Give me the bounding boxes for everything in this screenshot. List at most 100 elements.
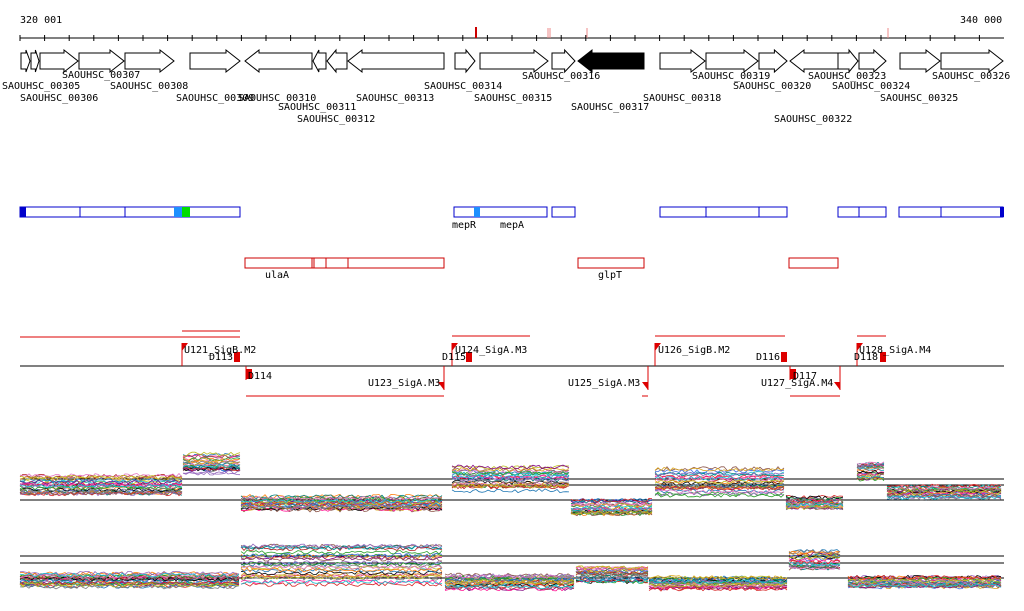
ruler-ticks [19,35,980,41]
expression-trace [570,509,653,515]
expression-trace [788,561,841,567]
gene-label[interactable]: SAOUHSC_00319 [692,71,770,82]
promoter-label[interactable]: D114 [248,371,272,382]
expression-trace [444,579,575,585]
promoter-label[interactable]: D113 [209,352,233,363]
expression-trace [451,477,570,483]
gene-label[interactable]: SAOUHSC_00310 [238,93,316,104]
promoter-label[interactable]: U127_SigA.M4 [761,378,833,389]
gene-arrow [312,49,327,73]
expression-profiles-forward [19,451,1002,517]
gene-arrow [758,48,788,74]
expression-track-forward [19,451,1004,517]
promoter-label[interactable]: D117 [793,371,817,382]
promoter-label[interactable]: D116 [756,352,780,363]
gene-label[interactable]: SAOUHSC_00317 [571,102,649,113]
promoter-flag [834,382,840,390]
gene-label[interactable]: SAOUHSC_00315 [474,93,552,104]
expression-trace [182,463,241,468]
ruler-end-label: 340 000 [960,15,1002,26]
gene-arrow [347,48,445,74]
gene-label[interactable]: SAOUHSC_00308 [110,81,188,92]
expression-trace [788,565,841,571]
operon-highlight [174,207,182,217]
expression-trace [785,502,844,508]
expression-trace [886,483,1002,489]
expression-trace [240,504,443,510]
expression-trace [648,578,788,584]
promoter-label[interactable]: U123_SigA.M3 [368,378,440,389]
gene-label[interactable]: SAOUHSC_00313 [356,93,434,104]
expression-trace [451,474,570,480]
promoter-flag [655,343,661,351]
promoter-label[interactable]: D115 [442,352,466,363]
gene-arrow [940,48,1004,74]
expression-trace [847,578,1002,584]
expression-trace [654,475,785,480]
expression-trace [570,506,652,512]
operon-label-mepR: mepR [452,220,477,231]
gene-label[interactable]: SAOUHSC_00312 [297,114,375,125]
promoter-label[interactable]: U126_SigB.M2 [658,345,730,356]
expression-trace [19,572,240,578]
expression-trace [444,576,575,582]
expression-trace [856,463,884,468]
promoter-flag [182,343,188,351]
expression-trace [19,475,183,480]
gene-label[interactable]: SAOUHSC_00322 [774,114,852,125]
expression-trace [451,475,570,481]
expression-trace [444,584,575,589]
expression-trace [240,579,443,585]
expression-trace [182,459,241,465]
gene-arrow [789,48,839,74]
gene-label[interactable]: SAOUHSC_00320 [733,81,811,92]
promoter-box [234,352,240,362]
expression-trace [856,471,885,476]
expression-trace [575,571,649,576]
gene-label[interactable]: SAOUHSC_00316 [522,71,600,82]
gene-label[interactable]: SAOUHSC_00326 [932,71,1010,82]
expression-trace [788,557,841,563]
promoter-label[interactable]: U128_SigA.M4 [859,345,931,356]
expression-trace [575,565,649,570]
expression-trace [182,470,241,476]
gene-arrow [479,48,549,74]
expression-trace [575,567,649,573]
promoter-box [880,352,886,362]
promoter-label[interactable]: U125_SigA.M3 [568,378,640,389]
operon-forward-track [19,206,1004,218]
gene-label[interactable]: SAOUHSC_00305 [2,81,80,92]
expression-trace [240,553,443,559]
expression-trace [240,495,443,501]
expression-trace [444,572,574,578]
promoter-label[interactable]: U121_SigB.M2 [184,345,256,356]
expression-trace [182,454,241,459]
gene-arrow [577,48,645,74]
gene-label[interactable]: SAOUHSC_00307 [62,70,140,81]
gene-label[interactable]: SAOUHSC_00325 [880,93,958,104]
expression-trace [182,453,241,458]
gene-label[interactable]: SAOUHSC_00318 [643,93,721,104]
promoter-label[interactable]: D118 [854,352,878,363]
expression-trace [575,573,649,578]
expression-trace [570,506,653,512]
gene-label[interactable]: SAOUHSC_00306 [20,93,98,104]
expression-trace [240,494,443,500]
expression-trace [19,490,183,496]
expression-trace [451,467,570,472]
expression-trace [19,479,183,485]
expression-trace [240,556,443,562]
gene-arrow [454,48,476,74]
expression-trace [240,503,443,509]
promoter-label[interactable]: U124_SigA.M3 [455,345,527,356]
expression-trace [182,451,241,457]
gene-label[interactable]: SAOUHSC_00324 [832,81,910,92]
expression-trace [575,576,649,582]
expression-trace [182,466,241,472]
gene-label[interactable]: SAOUHSC_00309 [176,93,254,104]
gene-label[interactable]: SAOUHSC_00323 [808,71,886,82]
gene-label[interactable]: SAOUHSC_00311 [278,102,356,113]
expression-trace [451,474,570,479]
expression-trace [570,498,652,503]
gene-label[interactable]: SAOUHSC_00314 [424,81,502,92]
